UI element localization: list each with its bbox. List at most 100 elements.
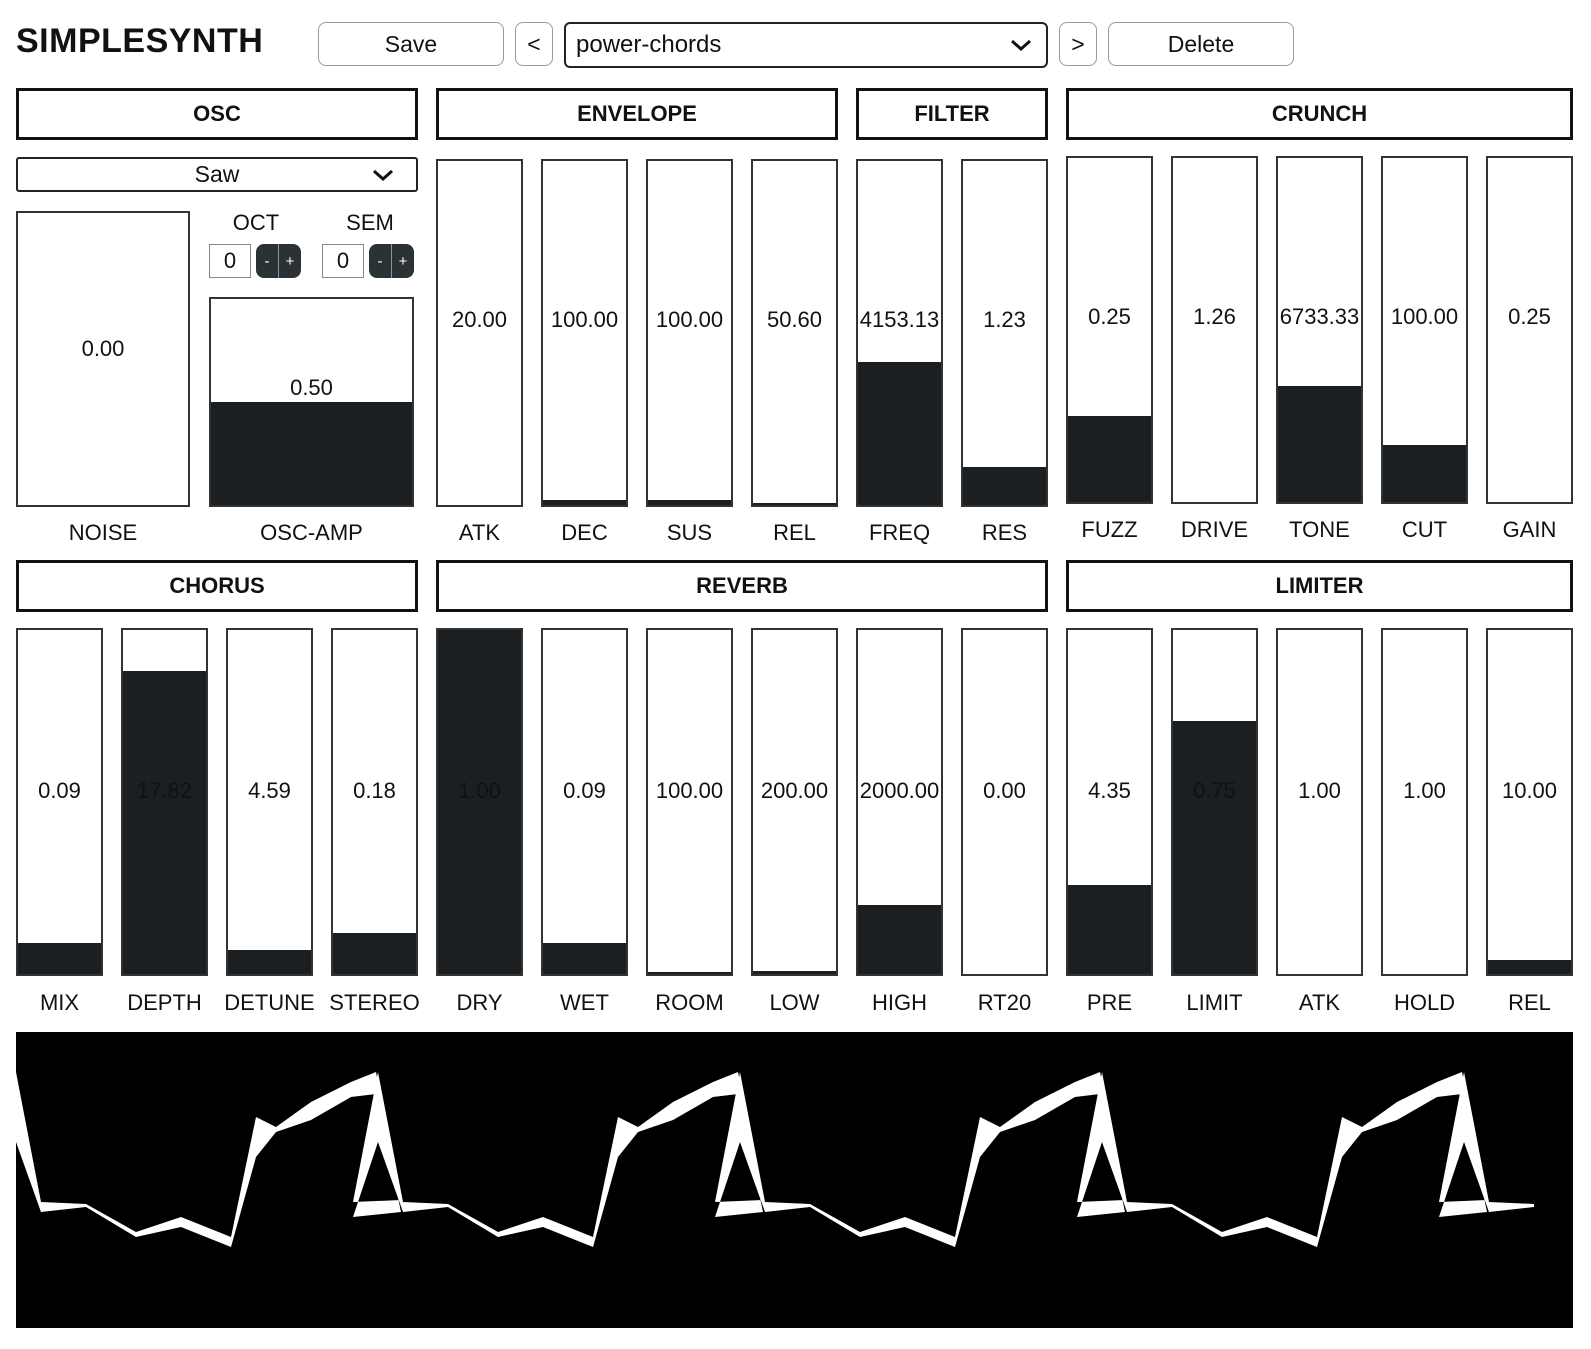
room-slider-fill (648, 972, 731, 974)
high-slider[interactable]: 2000.00 (856, 628, 943, 976)
noise-label: NOISE (68, 520, 138, 545)
rt20-slider-value: 0.00 (983, 778, 1026, 803)
dec-slider[interactable]: 100.00 (541, 159, 628, 507)
detune-slider-fill (228, 949, 311, 974)
prev-preset-button[interactable]: < (515, 22, 553, 66)
limit-slider-value: 0.75 (1193, 778, 1236, 803)
atk-label: ATK (458, 520, 501, 545)
wet-slider-fill (543, 943, 626, 974)
res-slider-value: 1.23 (983, 307, 1026, 332)
mix-slider[interactable]: 0.09 (16, 628, 103, 976)
sus-slider-value: 100.00 (655, 307, 724, 332)
osc-amp-label: OSC-AMP (260, 520, 363, 545)
mix-slider-fill (18, 943, 101, 974)
low-slider-fill (753, 970, 836, 974)
osc-amp-slider-fill (211, 402, 412, 505)
sem-decrement-button[interactable]: - (377, 252, 383, 270)
stereo-slider-value: 0.18 (353, 778, 396, 803)
rt20-slider[interactable]: 0.00 (961, 628, 1048, 976)
waveform-scope (16, 1032, 1573, 1328)
limit-label: LIMIT (1186, 990, 1243, 1015)
res-slider[interactable]: 1.23 (961, 159, 1048, 507)
stereo-slider[interactable]: 0.18 (331, 628, 418, 976)
preset-select[interactable]: power-chords (564, 22, 1048, 68)
detune-slider-value: 4.59 (248, 778, 291, 803)
gain-slider-value: 0.25 (1508, 304, 1551, 329)
wet-slider[interactable]: 0.09 (541, 628, 628, 976)
atk-slider[interactable]: 20.00 (436, 159, 523, 507)
stereo-slider-fill (333, 932, 416, 974)
pre-label: PRE (1086, 990, 1133, 1015)
oct-increment-button[interactable]: + (285, 252, 295, 270)
wet-label: WET (560, 990, 609, 1015)
pre-slider-fill (1068, 884, 1151, 974)
mix-label: MIX (39, 990, 80, 1015)
osc-amp-slider-value: 0.50 (290, 375, 333, 400)
chevron-down-icon (373, 169, 393, 181)
latk-slider[interactable]: 1.00 (1276, 628, 1363, 976)
dry-slider[interactable]: 1.00 (436, 628, 523, 976)
low-slider[interactable]: 200.00 (751, 628, 838, 976)
drive-slider-value: 1.26 (1193, 304, 1236, 329)
cut-slider-value: 100.00 (1390, 304, 1459, 329)
sem-label: SEM (346, 210, 394, 235)
sem-value[interactable]: 0 (322, 244, 364, 278)
lrel-slider-value: 10.00 (1501, 778, 1558, 803)
wet-slider-value: 0.09 (563, 778, 606, 803)
hold-slider[interactable]: 1.00 (1381, 628, 1468, 976)
freq-label: FREQ (868, 520, 931, 545)
fuzz-slider[interactable]: 0.25 (1066, 156, 1153, 504)
latk-slider-value: 1.00 (1298, 778, 1341, 803)
high-slider-fill (858, 905, 941, 974)
drive-label: DRIVE (1180, 517, 1249, 542)
oct-stepper[interactable]: - + (256, 244, 301, 278)
freq-slider[interactable]: 4153.13 (856, 159, 943, 507)
delete-button[interactable]: Delete (1108, 22, 1294, 66)
cut-slider-fill (1383, 444, 1466, 502)
osc-amp-slider[interactable]: 0.50 (209, 297, 414, 507)
cut-slider[interactable]: 100.00 (1381, 156, 1468, 504)
save-button[interactable]: Save (318, 22, 504, 66)
pre-slider[interactable]: 4.35 (1066, 628, 1153, 976)
sem-increment-button[interactable]: + (398, 252, 408, 270)
waveform-select-value: Saw (194, 161, 240, 187)
waveform-trace (16, 1072, 1534, 1247)
tone-slider[interactable]: 6733.33 (1276, 156, 1363, 504)
lrel-label: REL (1508, 990, 1551, 1015)
res-slider-fill (963, 467, 1046, 505)
sem-stepper[interactable]: - + (369, 244, 414, 278)
chevron-down-icon (1011, 39, 1031, 52)
high-slider-value: 2000.00 (859, 778, 940, 803)
app-title: SIMPLESYNTH (16, 22, 264, 60)
section-osc: OSC (16, 88, 418, 140)
limit-slider-fill (1173, 721, 1256, 974)
atk-slider-value: 20.00 (451, 307, 508, 332)
fuzz-label: FUZZ (1081, 517, 1138, 542)
noise-slider-value: 0.00 (81, 336, 125, 361)
room-slider[interactable]: 100.00 (646, 628, 733, 976)
section-chorus: CHORUS (16, 560, 418, 612)
lrel-slider[interactable]: 10.00 (1486, 628, 1573, 976)
fuzz-slider-fill (1068, 416, 1151, 502)
room-slider-value: 100.00 (655, 778, 724, 803)
oct-decrement-button[interactable]: - (264, 252, 270, 270)
noise-slider[interactable]: 0.00 (16, 211, 190, 507)
next-preset-button[interactable]: > (1059, 22, 1097, 66)
hold-slider-value: 1.00 (1403, 778, 1446, 803)
dec-slider-value: 100.00 (550, 307, 619, 332)
dry-slider-fill (438, 630, 521, 974)
waveform-select[interactable]: Saw (16, 157, 418, 192)
rel-slider[interactable]: 50.60 (751, 159, 838, 507)
dry-label: DRY (456, 990, 503, 1015)
preset-select-value: power-chords (576, 31, 722, 58)
limit-slider[interactable]: 0.75 (1171, 628, 1258, 976)
pre-slider-value: 4.35 (1088, 778, 1131, 803)
detune-slider[interactable]: 4.59 (226, 628, 313, 976)
hold-label: HOLD (1393, 990, 1456, 1015)
sus-slider[interactable]: 100.00 (646, 159, 733, 507)
depth-slider[interactable]: 17.82 (121, 628, 208, 976)
drive-slider[interactable]: 1.26 (1171, 156, 1258, 504)
oct-value[interactable]: 0 (209, 244, 251, 278)
gain-slider[interactable]: 0.25 (1486, 156, 1573, 504)
high-label: HIGH (872, 990, 927, 1015)
